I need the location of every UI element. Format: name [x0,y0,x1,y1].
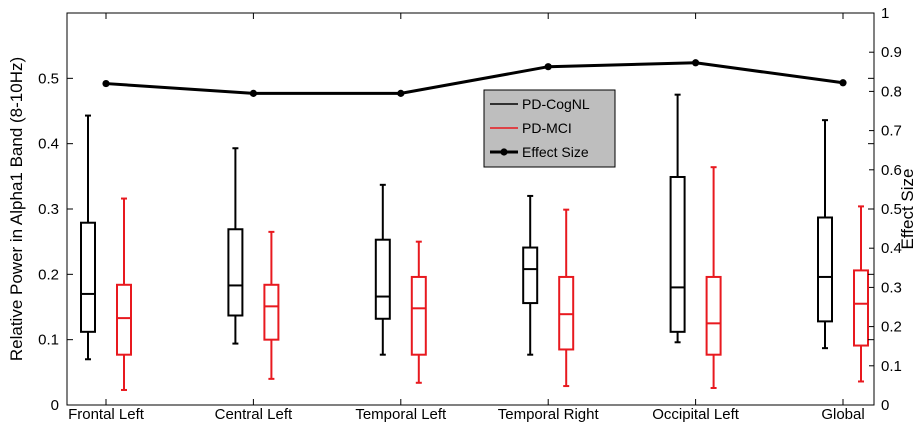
box-pd-mci-2 [410,240,427,384]
left-tick-label: 0.1 [38,332,59,349]
legend: PD-CogNL PD-MCI Effect Size [483,89,616,168]
y-axis-label-right: Effect Size [898,169,917,250]
x-tick-label: Global [821,406,864,423]
legend-marker-2 [500,148,508,156]
x-tick-label: Central Left [215,406,293,423]
axes-layer: 0 0.1 0.2 0.3 0.4 0.5 0 0.1 0.2 0.3 0.4 0.5 0.6 0.7 0.… [7,5,917,423]
box-iqr [116,283,132,356]
box-iqr [410,275,427,356]
box-pd-mci-0 [116,197,132,391]
right-tick-label: 0.2 [881,319,902,336]
box-iqr [80,221,96,333]
effect-size-point-1 [249,89,257,97]
right-tick-label: 0 [881,397,889,414]
left-tick-label: 0.3 [38,201,59,218]
legend-label-2: Effect Size [522,144,589,160]
x-tick-label: Frontal Left [68,406,145,423]
effect-size-point-5 [839,79,847,87]
right-tick-label: 0.4 [881,240,902,257]
box-pd-cognl-4 [669,93,686,344]
box-pd-cognl-1 [227,147,244,345]
box-iqr [374,238,391,320]
right-tick-label: 0.7 [881,123,902,140]
box-pd-cognl-0 [80,114,96,361]
box-iqr [817,216,833,323]
box-iqr [853,269,869,347]
right-tick-label: 0.9 [881,44,902,61]
left-tick-label: 0 [51,397,59,414]
box-iqr [522,246,539,305]
plot-layer [80,59,869,391]
right-tick-label: 1 [881,5,889,22]
right-tick-label: 0.8 [881,83,902,100]
effect-size-line [105,61,844,95]
effect-size-point-0 [102,79,110,88]
box-pd-mci-5 [853,205,869,383]
legend-label-0: PD-CogNL [522,96,590,112]
left-tick-label: 0.2 [38,266,59,283]
box-iqr [669,175,686,333]
box-pd-cognl-5 [817,119,833,350]
effect-size-point-2 [397,89,405,97]
effect-size-point-3 [544,63,552,71]
x-tick-label: Temporal Right [498,406,600,423]
effect-size-point-4 [692,59,700,67]
right-tick-label: 0.3 [881,279,902,296]
box-iqr [227,228,244,317]
box-pd-cognl-2 [374,183,391,356]
box-pd-mci-4 [705,166,722,390]
right-tick-label: 0.1 [881,358,902,375]
right-tick-label: 0.5 [881,201,902,218]
box-iqr [705,275,722,356]
left-tick-label: 0.5 [38,70,59,87]
legend-label-1: PD-MCI [522,120,572,136]
box-pd-mci-1 [263,230,280,380]
right-tick-label: 0.6 [881,162,902,179]
box-pd-cognl-3 [522,194,539,356]
box-pd-mci-3 [558,208,575,388]
y-axis-label-left: Relative Power in Alpha1 Band (8-10Hz) [7,57,26,361]
left-tick-label: 0.4 [38,136,59,153]
box-iqr [263,283,280,341]
x-tick-label: Temporal Left [355,406,447,423]
x-tick-label: Occipital Left [652,406,740,423]
